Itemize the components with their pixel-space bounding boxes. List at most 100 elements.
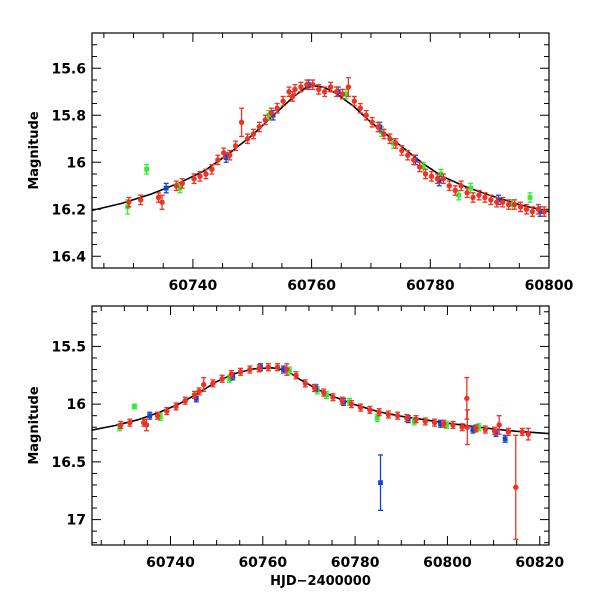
data-point-green [456, 192, 462, 198]
x-tick-label: 60760 [287, 278, 336, 294]
chart-panel-2: 60740 60760 60780 60800 60820 15.5 16 16.5 17 Mag… [27, 305, 564, 589]
data-point-red [117, 422, 124, 428]
data-point-red [452, 187, 458, 194]
data-point-red [155, 194, 162, 201]
data-point-red [404, 415, 410, 421]
data-point-red [219, 376, 225, 382]
data-point-red [367, 407, 373, 413]
data-point-red [274, 364, 281, 370]
data-point-red [215, 157, 221, 163]
data-point-red [541, 208, 547, 215]
data-point-red [441, 421, 447, 427]
y-tick-label: 16 [67, 397, 86, 413]
series-blue [147, 363, 508, 512]
data-point-red [505, 201, 512, 208]
data-point-green [411, 419, 417, 424]
data-point-blue [281, 367, 286, 372]
data-point-red [431, 419, 438, 426]
plot-frame [91, 305, 550, 546]
data-point-green [227, 376, 232, 382]
data-point-red [348, 401, 355, 407]
data-point-red [535, 206, 542, 212]
data-point-blue [436, 178, 442, 184]
data-point-red [321, 89, 328, 95]
data-point-red [519, 429, 525, 435]
data-point-red [446, 183, 452, 189]
data-point-blue [461, 273, 466, 278]
data-point-green [266, 112, 272, 118]
data-point-red [154, 412, 161, 419]
data-point-red [330, 394, 336, 400]
data-point-red [228, 371, 235, 377]
data-point-red [333, 89, 340, 95]
data-point-red [316, 86, 322, 93]
data-point-red [357, 404, 364, 411]
data-point-red [196, 388, 202, 395]
x-tick-label: 60740 [146, 555, 195, 571]
x-tick-label: 60780 [406, 278, 455, 294]
y-tick-label: 15.6 [51, 61, 86, 77]
data-point-blue [438, 421, 443, 427]
x-tick-label: 60780 [331, 555, 380, 571]
data-point-red [496, 422, 502, 428]
data-point-red [482, 426, 488, 433]
data-point-red [459, 424, 465, 430]
data-point-red [256, 124, 263, 130]
x-tick-label: 60740 [169, 278, 218, 294]
y-tick-label: 16.4 [51, 249, 86, 265]
data-point-red [339, 397, 345, 404]
y-axis-label: Magnitude [27, 111, 42, 190]
data-point-red [405, 152, 411, 158]
x-tick-label: 60800 [525, 278, 574, 294]
data-point-red [226, 152, 233, 158]
data-point-red [511, 201, 518, 208]
data-point-red [159, 199, 165, 205]
y-tick-label: 16 [67, 155, 86, 171]
data-point-red [399, 147, 405, 154]
data-point-blue [270, 112, 276, 118]
data-point-green [420, 164, 426, 170]
data-point-red [345, 84, 352, 90]
data-point-red [197, 173, 203, 180]
data-point-red [191, 176, 197, 182]
data-point-green [476, 424, 482, 430]
data-point-red [523, 206, 530, 212]
data-point-red [232, 143, 239, 149]
data-point-red [173, 403, 179, 410]
data-point-red [247, 366, 253, 373]
data-point-red [513, 484, 519, 490]
data-point-red [280, 98, 286, 104]
data-point-red [450, 422, 456, 428]
data-point-green [287, 368, 292, 374]
data-point-red [126, 199, 132, 205]
series-green [125, 88, 533, 215]
data-point-red [310, 82, 316, 88]
data-point-red [434, 176, 441, 182]
plot-frame [91, 32, 550, 269]
data-point-green [527, 195, 533, 200]
data-point-blue [147, 413, 153, 419]
plot-area [92, 363, 549, 540]
data-point-red [237, 369, 244, 375]
data-point-red [311, 385, 318, 391]
data-point-red [376, 409, 382, 415]
data-point-red [292, 86, 298, 93]
data-point-red [428, 173, 435, 180]
data-point-red [500, 199, 506, 205]
x-tick-label: 60820 [515, 555, 564, 571]
y-tick-label: 17 [67, 513, 86, 529]
data-point-red [375, 124, 381, 130]
data-point-red [488, 197, 494, 203]
data-point-red [339, 91, 346, 97]
data-point-red [464, 395, 470, 402]
data-point-red [422, 418, 428, 425]
data-point-blue [537, 209, 543, 214]
x-tick-label: 60800 [423, 555, 472, 571]
data-point-red [416, 164, 423, 170]
data-point-red [137, 197, 144, 203]
data-point-red [470, 194, 476, 201]
data-point-blue [502, 436, 508, 442]
y-tick-label: 15.8 [51, 108, 86, 124]
series-blue [163, 79, 543, 278]
